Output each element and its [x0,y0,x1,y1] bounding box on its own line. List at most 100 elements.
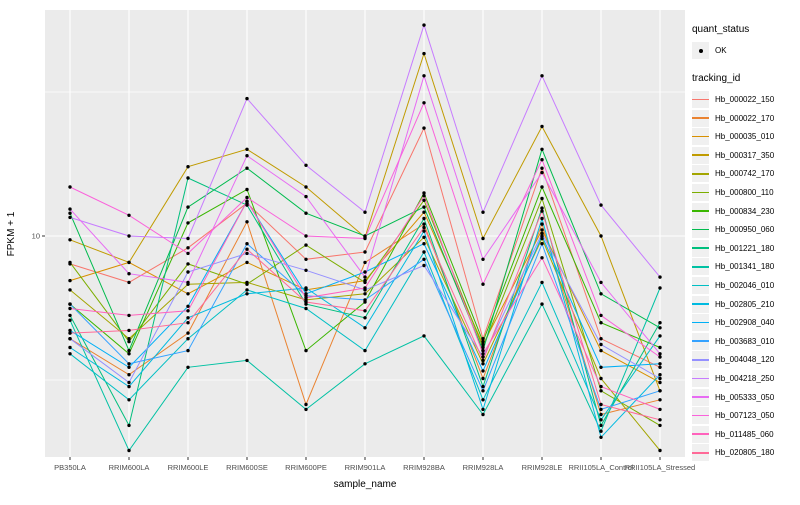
data-point [481,352,485,356]
data-point [540,206,544,210]
data-point [245,154,249,158]
data-point [540,234,544,238]
data-point [304,348,308,353]
data-point [658,418,662,422]
data-point [481,337,485,341]
data-point [68,207,72,211]
legend-label: Hb_002805_210 [715,299,775,309]
data-point [186,365,190,369]
data-point [422,126,426,130]
data-point [363,275,367,279]
data-point [481,339,485,344]
data-point [68,306,72,311]
data-point [68,345,72,350]
data-point [363,210,367,214]
series-color-key [692,239,709,257]
series-color-key [692,407,709,425]
data-point [363,260,367,265]
data-point [127,339,131,344]
x-tick-label: RRIM928LE [522,463,563,472]
data-point [599,292,603,296]
data-point [599,337,603,341]
data-point [599,435,603,439]
data-point [481,376,485,381]
data-point [481,384,485,389]
data-point [68,328,72,333]
legend-item-Hb_000022_150: Hb_000022_150 [692,91,800,108]
legend-label: Hb_011485_060 [715,429,774,439]
data-point [68,302,72,306]
legend-label: Hb_000022_170 [715,113,775,123]
legend-label: Hb_002046_010 [715,280,775,290]
data-point [186,331,190,335]
legend-tracking-id: tracking_id Hb_000022_150 Hb_000022_170 Hb… [692,73,800,462]
data-point [422,250,426,254]
data-point [658,407,662,412]
data-point [304,185,308,189]
data-point [540,74,544,78]
y-axis-title: FPKM + 1 [6,211,17,256]
data-point [599,423,603,428]
legend-item-Hb_000317_350: Hb_000317_350 [692,146,800,164]
x-tick-label: RRIM600SE [226,463,268,472]
legend-label: Hb_001341_180 [715,262,775,272]
data-point [658,352,662,356]
data-point [422,229,426,233]
data-point [304,257,308,261]
data-point [599,342,603,347]
data-point [540,280,544,285]
data-point [363,250,367,254]
legend-item-Hb_002908_040: Hb_002908_040 [692,314,800,332]
legend-title-tracking-id: tracking_id [692,73,741,84]
data-point [599,429,603,433]
data-point [540,170,544,175]
data-point [481,342,485,347]
data-point [68,185,72,189]
data-point [599,234,603,238]
data-point [481,257,485,261]
data-point [658,286,662,290]
data-point [481,412,485,417]
data-point [304,300,308,304]
legend-item-Hb_002805_210: Hb_002805_210 [692,295,800,313]
data-point [422,225,426,230]
data-point [422,216,426,221]
data-point [422,257,426,261]
data-point [127,260,131,265]
x-axis-title: sample_name [334,479,397,490]
data-point [186,348,190,353]
data-point [481,358,485,363]
data-point [540,242,544,246]
data-point [658,326,662,330]
ok-point-key [692,42,709,59]
data-point [127,423,131,428]
data-point [658,423,662,428]
data-point [304,286,308,290]
x-tick-label: RRIM600LE [168,463,209,472]
y-tick-label: 10 [32,232,40,241]
data-point [422,51,426,56]
data-point [363,236,367,241]
data-point [540,147,544,151]
legend-item-Hb_004048_120: Hb_004048_120 [692,351,800,369]
data-point [599,412,603,417]
legend-item-Hb_000035_010: Hb_000035_010 [692,128,800,146]
data-point [481,236,485,241]
series-color-key [692,314,709,332]
data-point [186,246,190,250]
data-point [658,365,662,369]
legend-item-Hb_000950_060: Hb_000950_060 [692,221,800,239]
data-point [540,196,544,201]
data-point [658,275,662,279]
data-point [186,304,190,308]
data-point [540,158,544,162]
data-point [540,222,544,226]
series-color-key [692,221,709,239]
legend-item-Hb_002046_010: Hb_002046_010 [692,276,800,294]
data-point [422,23,426,27]
data-point [127,328,131,333]
data-point [599,348,603,353]
data-point [68,278,72,283]
data-point [127,373,131,377]
x-tick-label: RRIM600LA [109,463,150,472]
